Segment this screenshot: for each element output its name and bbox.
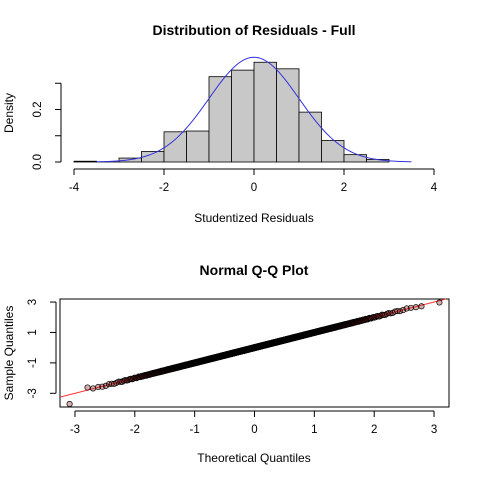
histogram-x-axis: -4 -2 0 2 4 [69, 168, 438, 194]
qq-x-tick-label: -2 [130, 424, 140, 436]
histogram-bars [73, 61, 390, 163]
histogram-x-tick-label: 4 [431, 182, 438, 194]
qq-y-axis: -3 -1 1 3 [27, 299, 57, 398]
qq-panel: Normal Q-Q Plot -3 -2 -1 0 1 2 3 -3 -1 1 3 Theore… [2, 262, 450, 465]
qq-point [90, 385, 97, 392]
qq-point [102, 382, 109, 389]
qq-x-tick-label: -1 [190, 424, 200, 436]
histogram-x-tick-label: 2 [341, 182, 347, 194]
qq-y-tick-label: 1 [27, 329, 39, 335]
normal-density-curve [96, 56, 412, 163]
histogram-y-tick-label: 0.2 [32, 102, 44, 118]
qq-point [418, 303, 425, 310]
histogram-y-axis: 0.0 0.2 [32, 82, 62, 170]
histogram-bar [208, 76, 232, 163]
qq-point [407, 304, 414, 311]
qq-y-tick-label: -3 [27, 388, 39, 398]
qq-x-tick-label: 0 [251, 424, 257, 436]
histogram-x-label: Studentized Residuals [194, 211, 313, 225]
histogram-panel: Distribution of Residuals - Full -4 -2 0 2 4… [2, 22, 438, 225]
qq-points [66, 299, 443, 408]
qq-point [400, 307, 407, 314]
histogram-y-tick-label: 0.0 [32, 154, 44, 170]
qq-x-tick-label: 3 [431, 424, 437, 436]
qq-y-tick-label: 3 [27, 299, 39, 305]
histogram-bar [253, 61, 277, 163]
qq-x-axis: -3 -2 -1 0 1 2 3 [70, 410, 437, 436]
qq-plot-frame [59, 298, 450, 408]
histogram-bar [231, 69, 255, 163]
histogram-bar [186, 130, 210, 163]
qq-point [66, 400, 73, 408]
histogram-title: Distribution of Residuals - Full [153, 22, 356, 38]
qq-title: Normal Q-Q Plot [200, 262, 309, 278]
histogram-x-tick-label: -2 [159, 182, 169, 194]
histogram-x-tick-label: -4 [69, 182, 80, 194]
histogram-bar [343, 154, 367, 163]
qq-point [412, 304, 419, 311]
histogram-bar [73, 160, 97, 163]
qq-point [99, 383, 106, 390]
qq-point [436, 299, 443, 306]
qq-x-tick-label: 2 [371, 424, 377, 436]
qq-y-tick-label: -1 [27, 358, 39, 368]
histogram-bar [321, 140, 345, 163]
qq-x-label: Theoretical Quantiles [197, 451, 310, 465]
qq-y-label: Sample Quantiles [2, 306, 16, 401]
histogram-y-label: Density [2, 93, 16, 133]
qq-x-tick-label: 1 [311, 424, 317, 436]
histogram-x-tick-label: 0 [251, 182, 257, 194]
histogram-bar [163, 131, 187, 163]
qq-point [84, 384, 91, 391]
histogram-bar [298, 111, 322, 163]
qq-x-tick-label: -3 [70, 424, 80, 436]
